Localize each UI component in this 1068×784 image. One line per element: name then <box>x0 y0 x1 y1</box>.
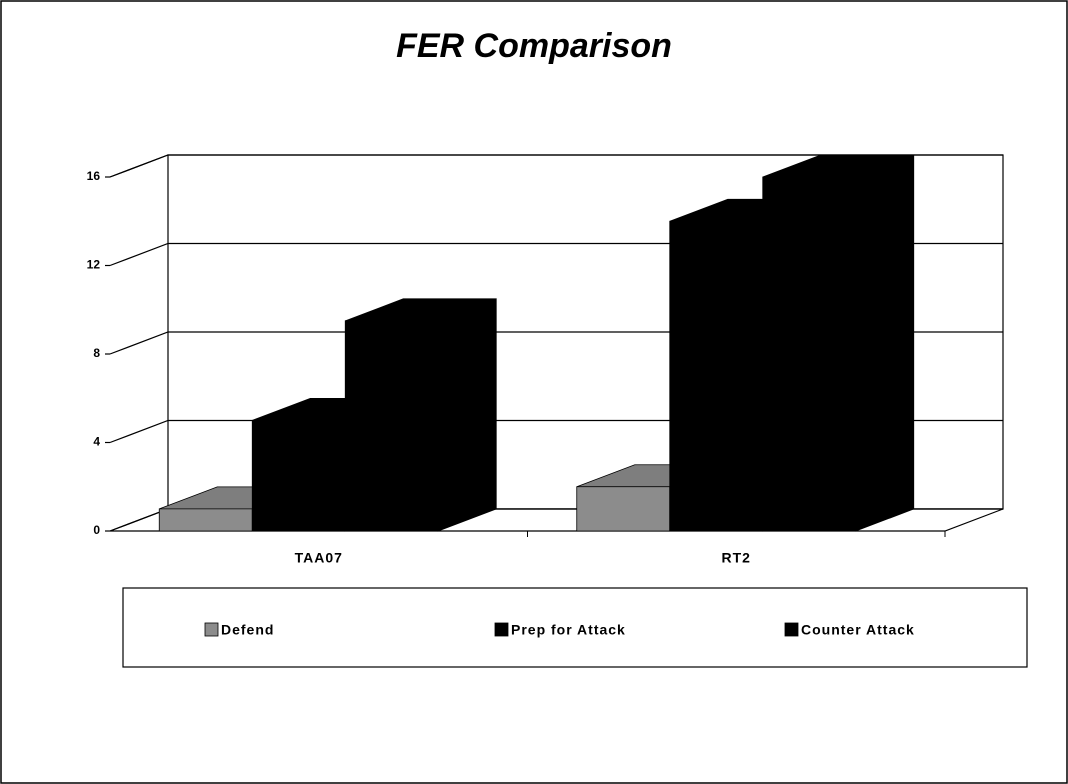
chart-title: FER Comparison <box>396 27 672 65</box>
bar-front <box>251 419 346 532</box>
legend-swatch <box>784 622 799 637</box>
bar <box>762 154 915 532</box>
bar-front <box>344 320 439 532</box>
bar-side <box>855 154 915 532</box>
y-tick-label: 4 <box>93 435 100 449</box>
x-tick-label: TAA07 <box>295 550 343 566</box>
legend-swatch <box>494 622 509 637</box>
bar-front <box>669 220 764 532</box>
legend-label: Prep for Attack <box>511 622 626 638</box>
legend-label: Defend <box>221 622 274 638</box>
y-tick-label: 16 <box>87 169 101 183</box>
legend-box <box>122 587 1028 668</box>
bar-front <box>576 486 671 532</box>
bar-front <box>158 508 253 532</box>
y-tick-label: 12 <box>87 258 101 272</box>
grid-line <box>109 154 1003 178</box>
bar-front <box>762 176 857 532</box>
x-tick-label: RT2 <box>722 550 751 566</box>
bar-side <box>437 298 497 532</box>
bar <box>344 298 497 532</box>
legend-swatch <box>204 622 219 637</box>
y-tick-label: 0 <box>93 523 100 537</box>
legend-label: Counter Attack <box>801 622 915 638</box>
y-tick-label: 8 <box>93 346 100 360</box>
